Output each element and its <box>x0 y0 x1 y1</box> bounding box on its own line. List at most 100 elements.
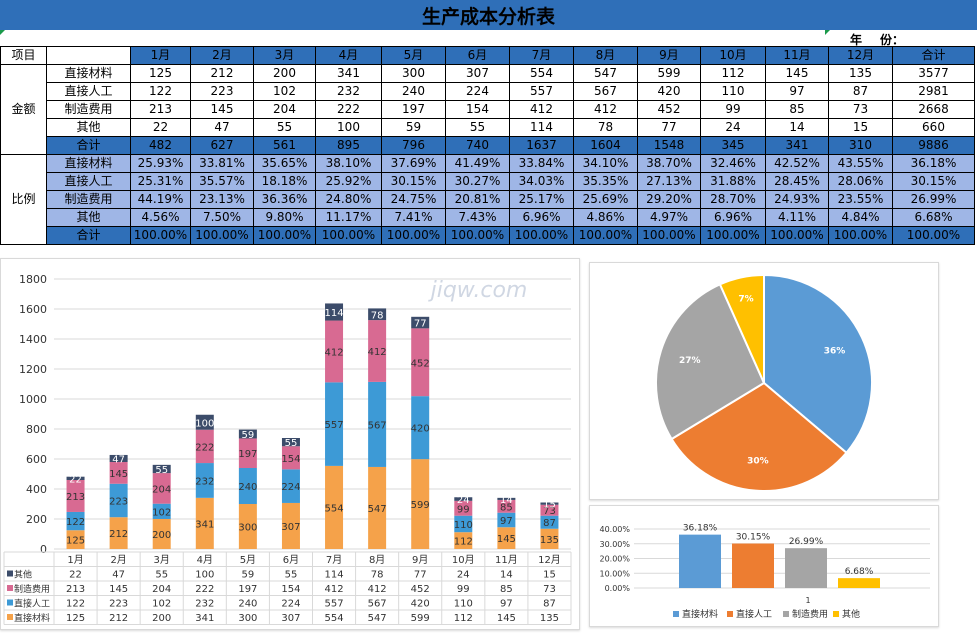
value-cell[interactable]: 43.55% <box>828 154 893 173</box>
value-cell[interactable]: 547 <box>573 64 638 83</box>
value-cell[interactable]: 24 <box>700 118 766 137</box>
value-cell[interactable]: 4.84% <box>828 208 893 227</box>
value-cell[interactable]: 100.00% <box>190 226 254 245</box>
value-cell[interactable]: 200 <box>253 64 316 83</box>
value-cell[interactable]: 35.35% <box>573 172 638 191</box>
row-label-cell[interactable]: 合计 <box>46 136 131 155</box>
value-cell[interactable]: 28.45% <box>765 172 829 191</box>
value-cell[interactable]: 100.00% <box>700 226 766 245</box>
value-cell[interactable]: 6.96% <box>509 208 574 227</box>
month-header-cell[interactable]: 2月 <box>190 46 254 65</box>
value-cell[interactable]: 145 <box>190 100 254 119</box>
month-header-cell[interactable]: 5月 <box>381 46 446 65</box>
row-total-cell[interactable]: 9886 <box>892 136 975 155</box>
row-total-cell[interactable]: 26.99% <box>892 190 975 209</box>
value-cell[interactable]: 100.00% <box>381 226 446 245</box>
value-cell[interactable]: 341 <box>765 136 829 155</box>
value-cell[interactable]: 38.70% <box>637 154 701 173</box>
value-cell[interactable]: 154 <box>445 100 510 119</box>
value-cell[interactable]: 55 <box>253 118 316 137</box>
value-cell[interactable]: 35.65% <box>253 154 316 173</box>
value-cell[interactable]: 341 <box>315 64 382 83</box>
value-cell[interactable]: 4.56% <box>130 208 191 227</box>
value-cell[interactable]: 213 <box>130 100 191 119</box>
month-header-cell[interactable]: 12月 <box>828 46 893 65</box>
row-total-cell[interactable]: 6.68% <box>892 208 975 227</box>
value-cell[interactable]: 567 <box>573 82 638 101</box>
value-cell[interactable]: 23.13% <box>190 190 254 209</box>
value-cell[interactable]: 18.18% <box>253 172 316 191</box>
value-cell[interactable]: 4.11% <box>765 208 829 227</box>
value-cell[interactable]: 41.49% <box>445 154 510 173</box>
row-total-cell[interactable]: 2668 <box>892 100 975 119</box>
value-cell[interactable]: 36.36% <box>253 190 316 209</box>
value-cell[interactable]: 78 <box>573 118 638 137</box>
row-total-cell[interactable]: 100.00% <box>892 226 975 245</box>
group-label-cell[interactable]: 金额 <box>0 64 47 155</box>
value-cell[interactable]: 100.00% <box>573 226 638 245</box>
value-cell[interactable]: 1637 <box>509 136 574 155</box>
value-cell[interactable]: 28.06% <box>828 172 893 191</box>
value-cell[interactable]: 47 <box>190 118 254 137</box>
row-total-cell[interactable]: 30.15% <box>892 172 975 191</box>
value-cell[interactable]: 22 <box>130 118 191 137</box>
row-label-cell[interactable]: 其他 <box>46 118 131 137</box>
month-header-cell[interactable]: 9月 <box>637 46 701 65</box>
value-cell[interactable]: 24.80% <box>315 190 382 209</box>
value-cell[interactable]: 561 <box>253 136 316 155</box>
value-cell[interactable]: 224 <box>445 82 510 101</box>
value-cell[interactable]: 420 <box>637 82 701 101</box>
value-cell[interactable]: 1604 <box>573 136 638 155</box>
row-total-cell[interactable]: 36.18% <box>892 154 975 173</box>
month-header-cell[interactable]: 7月 <box>509 46 574 65</box>
value-cell[interactable]: 7.41% <box>381 208 446 227</box>
value-cell[interactable]: 100.00% <box>765 226 829 245</box>
row-label-cell[interactable]: 直接材料 <box>46 154 131 173</box>
value-cell[interactable]: 557 <box>509 82 574 101</box>
value-cell[interactable]: 300 <box>381 64 446 83</box>
value-cell[interactable]: 30.15% <box>381 172 446 191</box>
value-cell[interactable]: 222 <box>315 100 382 119</box>
value-cell[interactable]: 34.10% <box>573 154 638 173</box>
value-cell[interactable]: 100.00% <box>130 226 191 245</box>
value-cell[interactable]: 30.27% <box>445 172 510 191</box>
value-cell[interactable]: 554 <box>509 64 574 83</box>
value-cell[interactable]: 197 <box>381 100 446 119</box>
month-header-cell[interactable]: 4月 <box>315 46 382 65</box>
value-cell[interactable]: 34.03% <box>509 172 574 191</box>
value-cell[interactable]: 232 <box>315 82 382 101</box>
value-cell[interactable]: 895 <box>315 136 382 155</box>
value-cell[interactable]: 38.10% <box>315 154 382 173</box>
value-cell[interactable]: 28.70% <box>700 190 766 209</box>
value-cell[interactable]: 25.93% <box>130 154 191 173</box>
value-cell[interactable]: 73 <box>828 100 893 119</box>
blank-header-cell[interactable] <box>46 46 131 65</box>
value-cell[interactable]: 4.97% <box>637 208 701 227</box>
value-cell[interactable]: 307 <box>445 64 510 83</box>
value-cell[interactable]: 37.69% <box>381 154 446 173</box>
value-cell[interactable]: 23.55% <box>828 190 893 209</box>
value-cell[interactable]: 100.00% <box>637 226 701 245</box>
value-cell[interactable]: 6.96% <box>700 208 766 227</box>
value-cell[interactable]: 9.80% <box>253 208 316 227</box>
value-cell[interactable]: 33.81% <box>190 154 254 173</box>
value-cell[interactable]: 452 <box>637 100 701 119</box>
value-cell[interactable]: 482 <box>130 136 191 155</box>
row-label-cell[interactable]: 直接人工 <box>46 172 131 191</box>
value-cell[interactable]: 1548 <box>637 136 701 155</box>
row-label-cell[interactable]: 其他 <box>46 208 131 227</box>
value-cell[interactable]: 97 <box>765 82 829 101</box>
value-cell[interactable]: 32.46% <box>700 154 766 173</box>
value-cell[interactable]: 796 <box>381 136 446 155</box>
value-cell[interactable]: 20.81% <box>445 190 510 209</box>
value-cell[interactable]: 77 <box>637 118 701 137</box>
value-cell[interactable]: 412 <box>573 100 638 119</box>
value-cell[interactable]: 25.92% <box>315 172 382 191</box>
value-cell[interactable]: 29.20% <box>637 190 701 209</box>
value-cell[interactable]: 25.69% <box>573 190 638 209</box>
value-cell[interactable]: 35.57% <box>190 172 254 191</box>
value-cell[interactable]: 44.19% <box>130 190 191 209</box>
value-cell[interactable]: 85 <box>765 100 829 119</box>
value-cell[interactable]: 345 <box>700 136 766 155</box>
value-cell[interactable]: 145 <box>765 64 829 83</box>
